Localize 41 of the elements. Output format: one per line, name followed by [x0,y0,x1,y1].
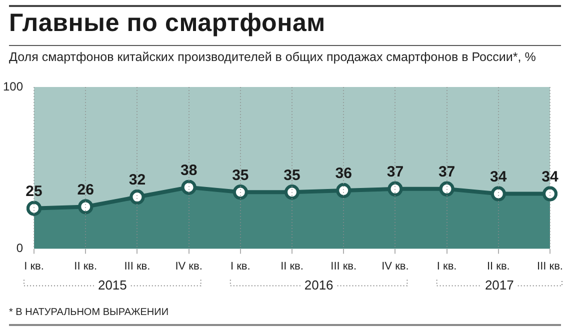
data-label: 32 [128,172,146,189]
point [78,199,94,214]
point [130,190,145,205]
point [542,186,558,202]
data-label: 35 [232,166,249,184]
y-tick-label: 0 [16,241,24,256]
x-tick-label: III кв. [330,260,357,272]
x-tick-label: I кв. [24,260,44,272]
x-tick-label: I кв. [230,260,250,272]
point [232,184,248,200]
chart-title: Главные по смартфонам [9,9,326,38]
text: 2017 [484,277,514,292]
chart-subtitle: Доля смартфонов китайских производителей в общих продажах смартфонов в России*, % [9,50,536,64]
point [388,181,403,196]
data-label: 38 [180,162,198,179]
x-tick-label: II кв. [280,260,304,272]
x-tick-label: III кв. [537,260,563,272]
point [336,183,352,198]
text: 2015 [98,277,127,292]
x-tick-label: II кв. [74,260,98,272]
data-label: 34 [542,168,559,186]
data-label: 37 [438,164,456,181]
data-label: 35 [284,166,300,184]
x-tick-label: IV кв. [382,260,409,272]
text: * В НАТУРАЛЬНОМ ВЫРАЖЕНИИ [9,307,169,318]
x-tick-label: II кв. [486,260,510,272]
point [26,200,42,216]
point [439,181,454,196]
data-label: 26 [77,181,94,198]
point [490,186,506,202]
point [284,184,300,200]
data-label: 36 [335,165,352,182]
data-label: 37 [386,164,404,181]
x-tick-label: I кв. [436,260,457,272]
x-tick-label: IV кв. [175,260,202,272]
text: 2016 [304,277,334,292]
point [181,180,196,195]
data-label: 34 [490,168,508,186]
y-tick-label: 100 [2,79,24,94]
data-label: 25 [26,182,42,200]
x-tick-label: III кв. [124,260,150,272]
